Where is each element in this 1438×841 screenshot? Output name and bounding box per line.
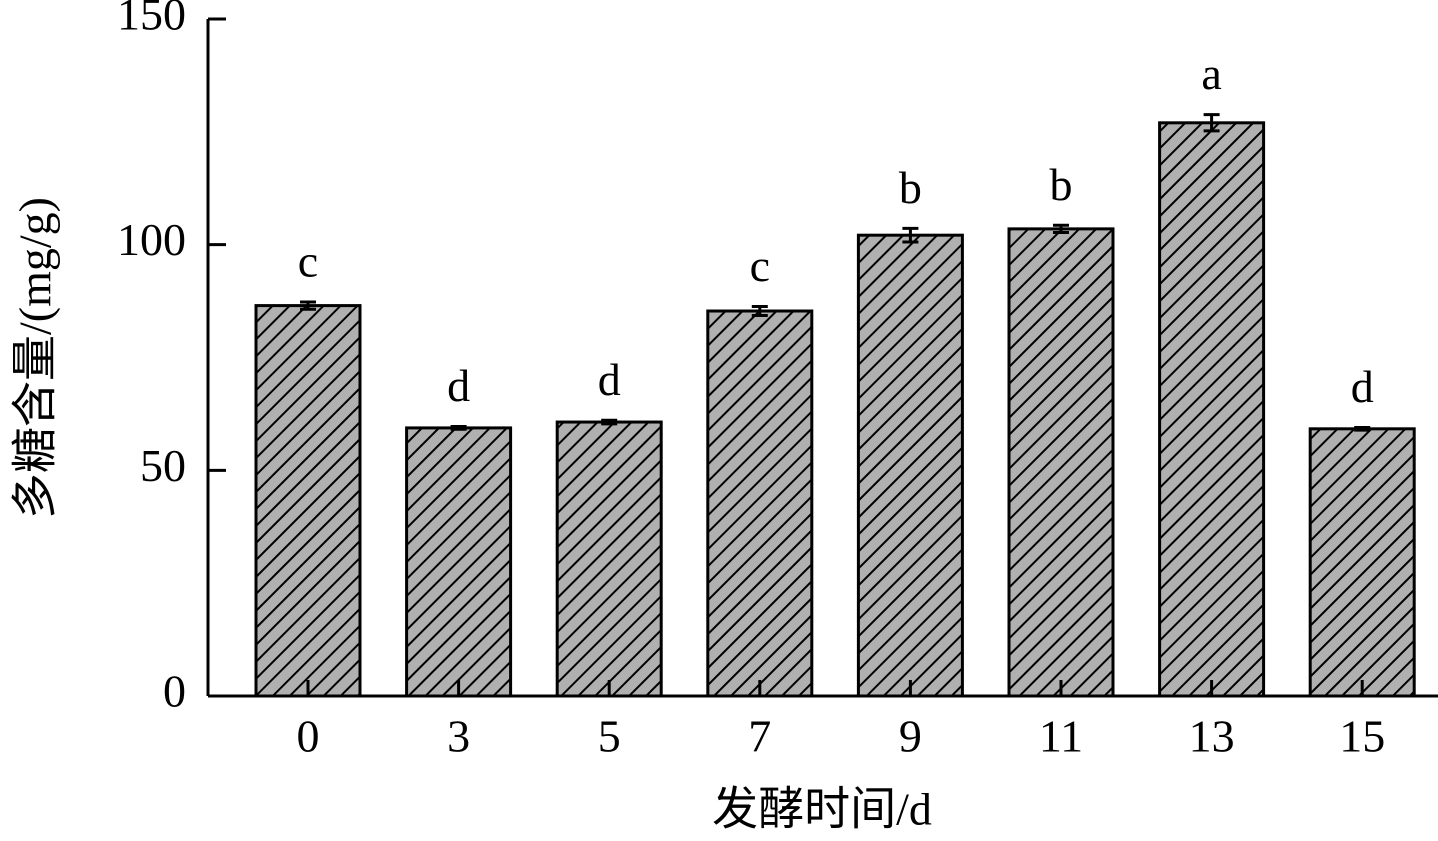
x-tick-label: 13 — [1189, 711, 1235, 762]
error-bar — [1053, 223, 1069, 234]
bar — [1007, 227, 1115, 698]
error-bar — [601, 418, 618, 426]
x-axis-label: 发酵时间/d — [712, 784, 932, 835]
bar — [1308, 427, 1416, 698]
error-bar — [902, 226, 919, 244]
y-tick-label: 50 — [140, 440, 186, 491]
x-tick-label: 15 — [1339, 711, 1385, 762]
bar — [856, 233, 964, 698]
bar — [706, 309, 814, 698]
bar — [405, 426, 513, 698]
y-tick-label: 100 — [117, 214, 186, 265]
significance-label: d — [1351, 361, 1374, 412]
significance-label: d — [598, 354, 621, 405]
error-bar — [450, 425, 467, 431]
x-tick-label: 11 — [1039, 711, 1083, 762]
y-axis-label: 多糖含量/(mg/g) — [10, 197, 61, 519]
x-tick-label: 9 — [899, 711, 922, 762]
x-tick-label: 3 — [447, 711, 470, 762]
x-tick-label: 5 — [598, 711, 621, 762]
error-bar — [1203, 113, 1220, 133]
y-tick-label: 150 — [117, 0, 186, 40]
bar — [1158, 121, 1266, 698]
significance-label: c — [750, 240, 770, 291]
y-tick-label: 0 — [163, 666, 186, 717]
error-bar — [1354, 425, 1371, 432]
significance-label: b — [1050, 159, 1073, 210]
significance-label: a — [1201, 48, 1221, 99]
significance-label: c — [298, 236, 318, 287]
error-bar — [300, 300, 316, 311]
significance-label: b — [899, 162, 922, 213]
bar — [254, 304, 362, 698]
significance-label: d — [447, 360, 470, 411]
bar — [555, 420, 663, 698]
error-bar — [751, 304, 768, 318]
x-tick-label: 7 — [748, 711, 771, 762]
x-tick-label: 0 — [297, 711, 320, 762]
